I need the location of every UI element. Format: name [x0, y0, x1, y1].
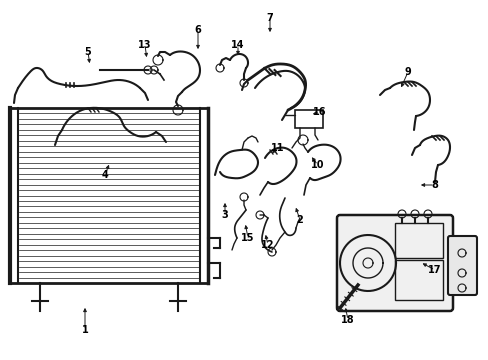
Bar — [394, 260, 442, 300]
Bar — [294, 110, 323, 128]
Text: 2: 2 — [296, 215, 303, 225]
Text: 18: 18 — [341, 315, 354, 325]
Text: 16: 16 — [313, 107, 326, 117]
FancyBboxPatch shape — [447, 236, 476, 295]
FancyBboxPatch shape — [336, 215, 452, 311]
Text: 8: 8 — [431, 180, 438, 190]
Text: 15: 15 — [241, 233, 254, 243]
Text: 7: 7 — [266, 13, 273, 23]
Text: 13: 13 — [138, 40, 151, 50]
Text: 11: 11 — [271, 143, 284, 153]
Text: 3: 3 — [221, 210, 228, 220]
Text: 5: 5 — [84, 47, 91, 57]
Text: 9: 9 — [404, 67, 410, 77]
Text: 12: 12 — [261, 240, 274, 250]
Text: 10: 10 — [311, 160, 324, 170]
Text: 4: 4 — [102, 170, 108, 180]
Text: 17: 17 — [427, 265, 441, 275]
Text: 14: 14 — [231, 40, 244, 50]
Text: 6: 6 — [194, 25, 201, 35]
Text: 1: 1 — [81, 325, 88, 335]
Bar — [394, 223, 442, 258]
